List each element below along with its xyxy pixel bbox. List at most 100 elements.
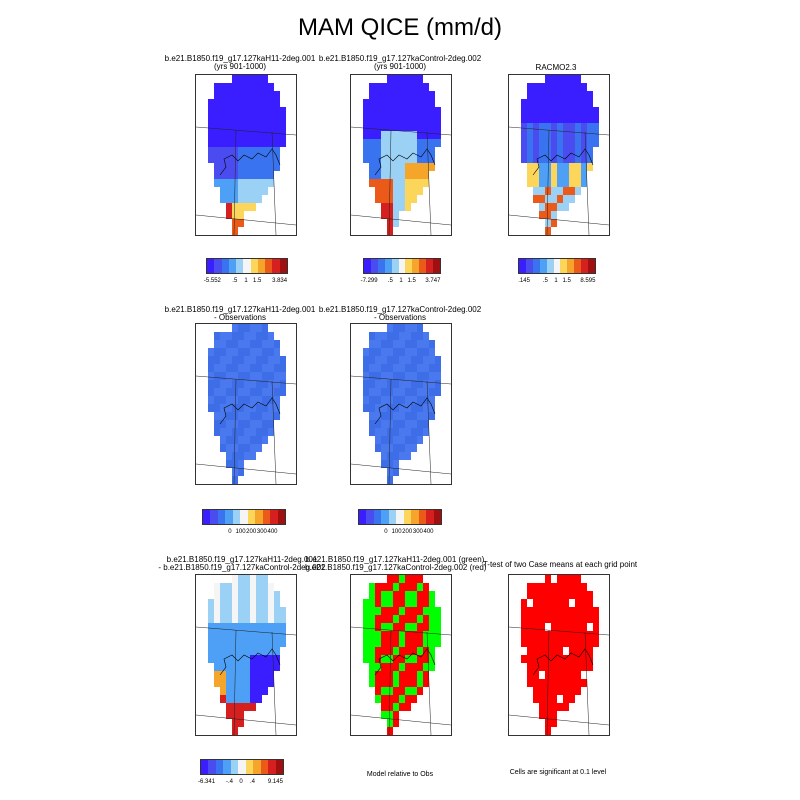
grid-cell [393, 428, 399, 436]
grid-cell [405, 679, 411, 687]
grid-cell [226, 107, 232, 115]
grid-cell [262, 147, 268, 155]
grid-cell [575, 599, 581, 607]
grid-cell [256, 372, 262, 380]
grid-cell [399, 332, 405, 340]
grid-cell [274, 131, 280, 139]
grid-cell [557, 123, 563, 131]
grid-cell [539, 211, 545, 219]
grid-cell [429, 647, 435, 655]
grid-cell [387, 123, 393, 131]
grid-cell [533, 123, 539, 131]
figure-title: MAM QICE (mm/d) [298, 14, 502, 41]
grid-cell [250, 364, 256, 372]
grid-cell [262, 131, 268, 139]
grid-cell [411, 663, 417, 671]
grid-cell [399, 583, 405, 591]
grid-cell [545, 147, 551, 155]
grid-cell [369, 179, 375, 187]
grid-cell [569, 679, 575, 687]
grid-cell [250, 583, 256, 591]
grid-cell [381, 396, 387, 404]
grid-cell [387, 131, 393, 139]
grid-cell [250, 179, 256, 187]
grid-cell [411, 623, 417, 631]
panel-title-r1p1: b.e21.B1850.f19_g17.127kaH11-2deg.001 (yr… [164, 54, 316, 71]
grid-cell [387, 91, 393, 99]
grid-cell [256, 655, 262, 663]
colorbar-swatch [588, 259, 595, 273]
grid-cell [381, 99, 387, 107]
grid-cell [429, 139, 435, 147]
grid-cell [399, 623, 405, 631]
grid-cell [256, 147, 262, 155]
grid-cell [405, 663, 411, 671]
grid-cell [274, 372, 280, 380]
grid-cell [411, 607, 417, 615]
grid-cell [435, 607, 441, 615]
graticule-line [271, 631, 277, 735]
grid-cell [280, 364, 286, 372]
grid-cell [423, 404, 429, 412]
grid-cell [387, 396, 393, 404]
grid-cell [232, 655, 238, 663]
grid-cell [280, 356, 286, 364]
grid-cell [539, 131, 545, 139]
grid-cell [238, 332, 244, 340]
grid-cell [280, 131, 286, 139]
grid-cell [411, 591, 417, 599]
grid-cell [250, 639, 256, 647]
panel-note-r3p2: Model relative to Obs [366, 771, 434, 778]
grid-cell [250, 671, 256, 679]
grid-cell [575, 171, 581, 179]
grid-cell [399, 348, 405, 356]
grid-cell [393, 583, 399, 591]
grid-cell [381, 599, 387, 607]
grid-cell [545, 115, 551, 123]
grid-cell [423, 139, 429, 147]
grid-cell [262, 115, 268, 123]
colorbar-swatch [567, 259, 575, 273]
grid-cell [238, 348, 244, 356]
grid-cell [208, 404, 214, 412]
grid-cell [539, 655, 545, 663]
grid-cell [256, 324, 262, 332]
grid-cell [551, 607, 557, 615]
grid-cell [268, 663, 274, 671]
grid-cell [587, 107, 593, 115]
grid-cell [214, 631, 220, 639]
grid-cell [238, 75, 244, 83]
grid-cell [375, 139, 381, 147]
grid-cell [411, 139, 417, 147]
grid-cell [232, 639, 238, 647]
grid-cell [417, 356, 423, 364]
grid-cell [363, 388, 369, 396]
grid-cell [226, 115, 232, 123]
colorbar-swatch [225, 510, 233, 524]
grid-cell [220, 372, 226, 380]
grid-cell [226, 356, 232, 364]
grid-cell [375, 436, 381, 444]
grid-cell [268, 679, 274, 687]
grid-cell [220, 671, 226, 679]
grid-cell [405, 671, 411, 679]
grid-cell [563, 607, 569, 615]
grid-cell [417, 396, 423, 404]
grid-cell [533, 687, 539, 695]
grid-cell [244, 444, 250, 452]
grid-cell [581, 631, 587, 639]
graticule-line [509, 714, 609, 726]
grid-cell [429, 123, 435, 131]
grid-cell [232, 476, 238, 484]
grid-cell [435, 107, 441, 115]
grid-cell [369, 655, 375, 663]
grid-cell [557, 687, 563, 695]
grid-cell [250, 372, 256, 380]
panel-title-r3p2: b.e21.B1850.f19_g17.127kaH11-2deg.001 (g… [305, 555, 487, 572]
grid-cell [399, 663, 405, 671]
grid-cell [411, 420, 417, 428]
grid-cell [244, 139, 250, 147]
grid-cell [250, 695, 256, 703]
grid-cell [220, 396, 226, 404]
grid-cell [417, 380, 423, 388]
